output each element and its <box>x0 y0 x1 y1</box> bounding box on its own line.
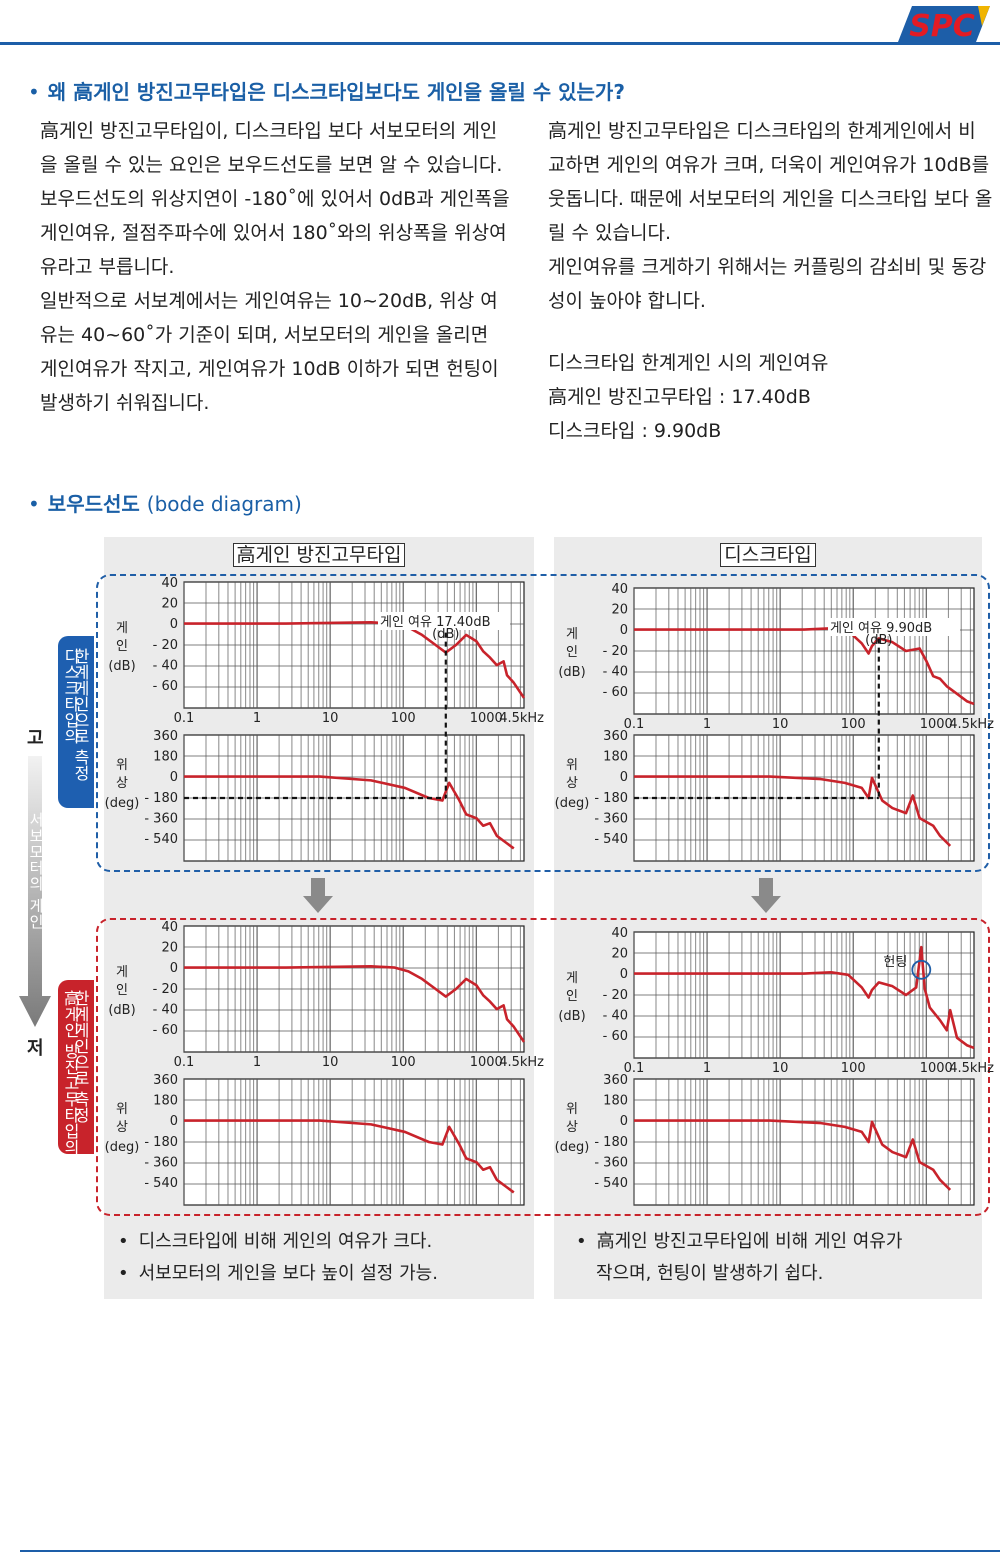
panel-title-wrap: 高게인 방진고무타입 <box>104 543 534 567</box>
left-text-column: 高게인 방진고무타입이, 디스크타입 보다 서보모터의 게인을 올릴 수 있는 … <box>40 114 510 420</box>
panel-title-disc: 디스크타입 <box>720 543 816 567</box>
heading-bullet: • <box>28 492 40 516</box>
gain-arrow <box>19 756 51 1027</box>
section2-heading: • 보우드선도 (bode diagram) <box>28 488 302 517</box>
side-label-line: 한계게인으로 측정 <box>71 990 90 1124</box>
side-low-label: 저 <box>27 1038 44 1059</box>
side-label-disc: 한계게인으로 측정 디스크타입의 <box>58 636 94 808</box>
paragraph: 보우드선도의 위상지연이 -180˚에 있어서 0dB과 게인폭을 게인여유, … <box>40 188 510 278</box>
margin-line: 디스크타입 : 9.90dB <box>548 420 722 442</box>
paragraph: 게인여유를 크게하기 위해서는 커플링의 감쇠비 및 동강성이 높아야 합니다. <box>548 256 987 312</box>
panel-title-high-gain: 高게인 방진고무타입 <box>232 543 406 567</box>
paragraph: 일반적으로 서보계에서는 게인여유는 10~20dB, 위상 여유는 40~60… <box>40 290 499 414</box>
logo-text: SPC <box>909 9 975 44</box>
panel-title-wrap: 디스크타입 <box>554 543 982 567</box>
side-label-high-gain: 한계게인으로 측정 高게인 방진고무타입의 <box>58 980 94 1156</box>
notes-high-gain: • 디스크타입에 비해 게인의 여유가 크다. • 서보모터의 게인을 보다 높이 … <box>118 1226 438 1290</box>
footer-rule <box>20 1550 1000 1552</box>
spc-logo: SPC <box>898 6 990 44</box>
side-high-label: 고 <box>27 728 44 749</box>
down-arrow-icon <box>751 878 781 913</box>
section1-heading: • 왜 高게인 방진고무타입은 디스크타입보다도 게인을 올릴 수 있는가? <box>28 76 625 105</box>
header-rule <box>0 42 1000 45</box>
margin-line: 디스크타입 한계게인 시의 게인여유 <box>548 352 829 374</box>
note-line: • 高게인 방진고무타입에 비해 게인 여유가 <box>576 1231 903 1252</box>
section1-title: 왜 高게인 방진고무타입은 디스크타입보다도 게인을 올릴 수 있는가? <box>47 80 625 104</box>
paragraph: 高게인 방진고무타입은 디스크타입의 한계게인에서 비교하면 게인의 여유가 크… <box>548 120 993 244</box>
note-line: • 디스크타입에 비해 게인의 여유가 크다. <box>118 1231 433 1252</box>
disc-limit-group <box>96 574 990 872</box>
notes-disc: • 高게인 방진고무타입에 비해 게인 여유가 작으며, 헌팅이 발생하기 쉽다. <box>576 1226 902 1290</box>
side-label-line: 디스크타입의 <box>61 648 80 744</box>
heading-bullet: • <box>28 80 40 104</box>
gain-arrow-label: 서보모터의 게인 <box>27 812 45 930</box>
note-line: 작으며, 헌팅이 발생하기 쉽다. <box>596 1263 824 1284</box>
down-arrow-icon <box>303 878 333 913</box>
note-line: • 서보모터의 게인을 보다 높이 설정 가능. <box>118 1263 438 1284</box>
side-label-line: 高게인 방진고무타입의 <box>61 990 80 1156</box>
paragraph: 高게인 방진고무타입이, 디스크타입 보다 서보모터의 게인을 올릴 수 있는 … <box>40 120 503 176</box>
section2-title-suffix: (bode diagram) <box>146 492 302 516</box>
margin-line: 高게인 방진고무타입 : 17.40dB <box>548 386 811 408</box>
high-gain-limit-group <box>96 918 990 1216</box>
right-text-column: 高게인 방진고무타입은 디스크타입의 한계게인에서 비교하면 게인의 여유가 크… <box>548 114 993 448</box>
section2-title: 보우드선도 <box>47 492 140 516</box>
side-label-line: 한계게인으로 측정 <box>71 648 90 782</box>
